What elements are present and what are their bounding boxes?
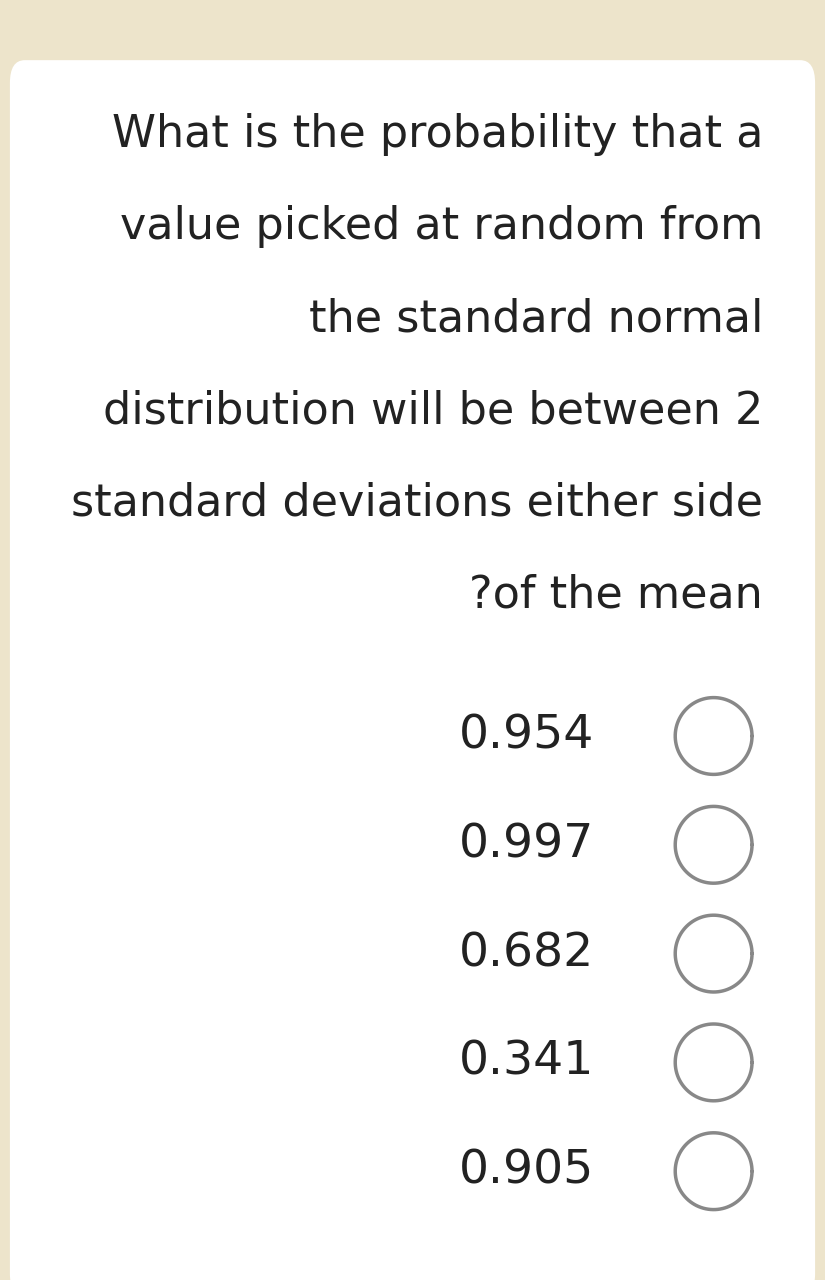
Text: value picked at random from: value picked at random from [120,205,763,248]
Text: the standard normal: the standard normal [309,297,763,340]
Text: 0.997: 0.997 [459,822,594,868]
Text: standard deviations either side: standard deviations either side [71,481,763,525]
Text: What is the probability that a: What is the probability that a [111,113,763,156]
Text: 0.905: 0.905 [459,1148,594,1194]
FancyBboxPatch shape [10,60,815,1280]
Text: ?of the mean: ?of the mean [469,573,763,617]
Text: 0.682: 0.682 [459,931,594,977]
Text: distribution will be between 2: distribution will be between 2 [103,389,763,433]
Text: 0.954: 0.954 [459,713,594,759]
Text: 0.341: 0.341 [459,1039,594,1085]
